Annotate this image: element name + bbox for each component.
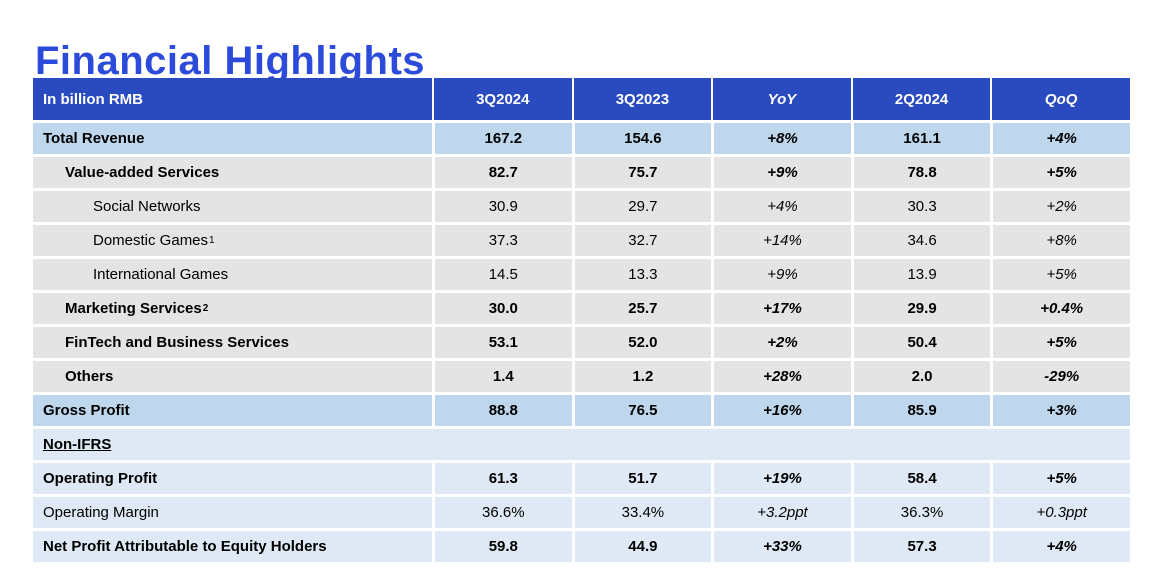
table-row: Domestic Games 1 37.3 32.7 +14% 34.6 +8% (33, 225, 1130, 256)
table-body: Total Revenue 167.2 154.6 +8% 161.1 +4% Value-… (33, 123, 1130, 562)
row-value: 30.9 (432, 191, 572, 222)
row-value: +0.4% (990, 293, 1130, 324)
table-row: Value-added Services 82.7 75.7 +9% 78.8 +5% (33, 157, 1130, 188)
row-label: Value-added Services (65, 164, 220, 181)
row-value: 61.3 (432, 463, 572, 494)
row-value: 85.9 (850, 395, 991, 426)
row-value: 14.5 (432, 259, 572, 290)
row-value: +8% (990, 225, 1130, 256)
row-label: Non-IFRS (43, 436, 112, 453)
row-value: +4% (711, 191, 851, 222)
row-value: +17% (711, 293, 851, 324)
row-value: +5% (990, 327, 1130, 358)
table-row: Gross Profit 88.8 76.5 +16% 85.9 +3% (33, 395, 1130, 426)
row-value: 37.3 (432, 225, 572, 256)
row-value: +16% (711, 395, 851, 426)
row-value: 34.6 (850, 225, 991, 256)
row-value: +5% (990, 157, 1130, 188)
row-value: +8% (711, 123, 851, 154)
row-value: +2% (990, 191, 1130, 222)
row-value: 30.0 (432, 293, 572, 324)
header-col-3q2024: 3Q2024 (432, 78, 572, 120)
row-value: 76.5 (571, 395, 712, 426)
row-label: Social Networks (93, 198, 201, 215)
row-value: 75.7 (571, 157, 712, 188)
row-value: 78.8 (850, 157, 991, 188)
row-value: +5% (990, 463, 1130, 494)
row-value: 59.8 (432, 531, 572, 562)
row-value: 29.9 (850, 293, 991, 324)
table-row: Operating Margin 36.6% 33.4% +3.2ppt 36.3% +0… (33, 497, 1130, 528)
row-value: 2.0 (850, 361, 991, 392)
header-col-3q2023: 3Q2023 (571, 78, 712, 120)
row-value: 33.4% (571, 497, 712, 528)
row-value: 25.7 (571, 293, 712, 324)
row-value: +5% (990, 259, 1130, 290)
row-value: 36.3% (850, 497, 991, 528)
row-value: 13.9 (850, 259, 991, 290)
row-label: FinTech and Business Services (65, 334, 289, 351)
row-value: +4% (990, 123, 1130, 154)
row-value: -29% (990, 361, 1130, 392)
table-row: Total Revenue 167.2 154.6 +8% 161.1 +4% (33, 123, 1130, 154)
row-label: Marketing Services 2 (65, 300, 209, 317)
header-col-yoy: YoY (711, 78, 851, 120)
table-row: Net Profit Attributable to Equity Holder… (33, 531, 1130, 562)
row-value: 1.2 (571, 361, 712, 392)
row-label: Operating Profit (43, 470, 158, 487)
table-row: Non-IFRS (33, 429, 1130, 460)
row-value: 1.4 (432, 361, 572, 392)
row-value: 57.3 (850, 531, 991, 562)
row-value: 167.2 (432, 123, 572, 154)
row-value: +33% (711, 531, 851, 562)
row-value: +19% (711, 463, 851, 494)
row-value: 82.7 (432, 157, 572, 188)
row-value: 32.7 (571, 225, 712, 256)
row-value: +0.3ppt (990, 497, 1130, 528)
row-value: 53.1 (432, 327, 572, 358)
table-header-row: In billion RMB 3Q2024 3Q2023 YoY 2Q2024 … (33, 78, 1130, 120)
row-value: +14% (711, 225, 851, 256)
row-value: 58.4 (850, 463, 991, 494)
page-title: Financial Highlights (35, 38, 426, 83)
row-value: 161.1 (850, 123, 991, 154)
row-label: International Games (93, 266, 229, 283)
row-label: Net Profit Attributable to Equity Holder… (43, 538, 327, 555)
header-col-2q2024: 2Q2024 (850, 78, 991, 120)
row-value: 36.6% (432, 497, 572, 528)
row-value: 154.6 (571, 123, 712, 154)
row-value: 88.8 (432, 395, 572, 426)
table-row: FinTech and Business Services 53.1 52.0 +2%… (33, 327, 1130, 358)
row-value: +9% (711, 157, 851, 188)
row-value: 52.0 (571, 327, 712, 358)
row-value: +2% (711, 327, 851, 358)
row-value: 13.3 (571, 259, 712, 290)
table-row: Marketing Services 2 30.0 25.7 +17% 29.9 +0.4% (33, 293, 1130, 324)
row-value: +3% (990, 395, 1130, 426)
row-value: 51.7 (571, 463, 712, 494)
row-value: +4% (990, 531, 1130, 562)
table-row: Others 1.4 1.2 +28% 2.0 -29% (33, 361, 1130, 392)
row-value: 50.4 (850, 327, 991, 358)
row-label: Operating Margin (43, 504, 159, 521)
header-unit-label: In billion RMB (43, 90, 143, 108)
financial-highlights-table: In billion RMB 3Q2024 3Q2023 YoY 2Q2024 … (33, 78, 1130, 562)
row-value: 44.9 (571, 531, 712, 562)
row-value: +28% (711, 361, 851, 392)
row-value: +3.2ppt (711, 497, 851, 528)
row-label: Total Revenue (43, 130, 145, 147)
row-value: 29.7 (571, 191, 712, 222)
header-col-qoq: QoQ (990, 78, 1130, 120)
table-row: Operating Profit 61.3 51.7 +19% 58.4 +5% (33, 463, 1130, 494)
row-value: +9% (711, 259, 851, 290)
row-value: 30.3 (850, 191, 991, 222)
table-row: International Games 14.5 13.3 +9% 13.9 +5% (33, 259, 1130, 290)
table-row: Social Networks 30.9 29.7 +4% 30.3 +2% (33, 191, 1130, 222)
row-label: Gross Profit (43, 402, 130, 419)
row-label: Others (65, 368, 114, 385)
row-label: Domestic Games 1 (93, 232, 215, 249)
